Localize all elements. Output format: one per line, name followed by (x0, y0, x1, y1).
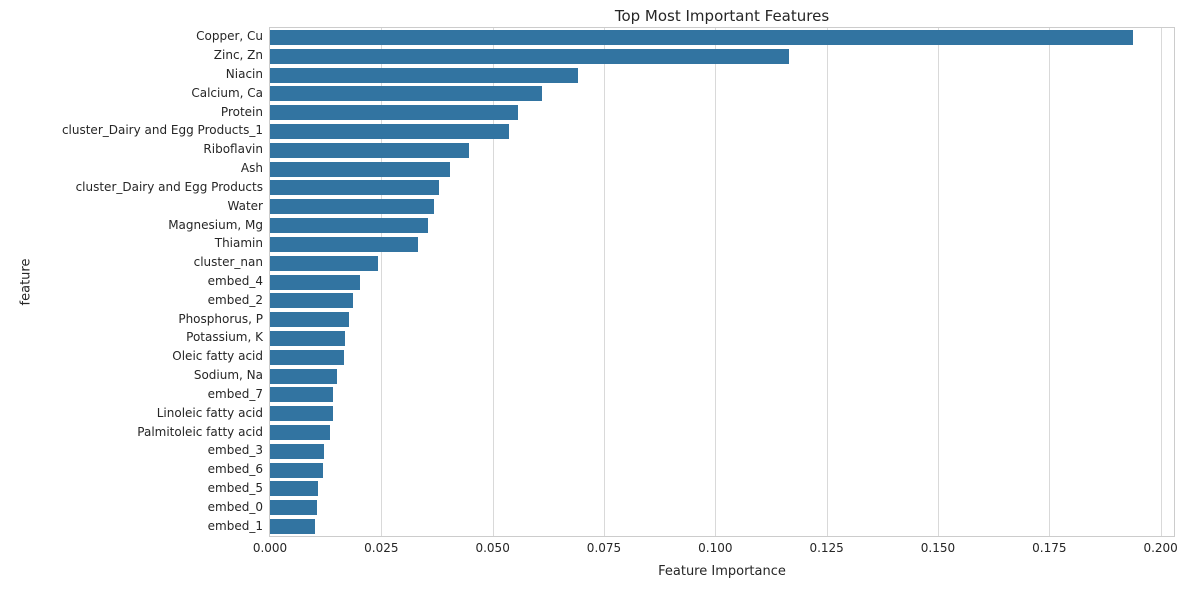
bar-sodium-na (270, 369, 337, 384)
bar-embed-6 (270, 463, 323, 478)
ytick-label: embed_1 (207, 518, 263, 533)
bar-embed-2 (270, 293, 353, 308)
ytick-label: Riboflavin (203, 142, 263, 157)
gridline-x-0.175 (1049, 28, 1051, 536)
gridline-x-0.125 (826, 28, 828, 536)
ytick-label: Potassium, K (186, 330, 263, 345)
gridline-x-0.100 (715, 28, 717, 536)
ytick-label: embed_7 (207, 386, 263, 401)
xtick-label: 0.125 (809, 541, 844, 555)
bar-cluster-dairy-and-egg-products-1 (270, 124, 509, 139)
chart-title: Top Most Important Features (614, 7, 830, 25)
gridline-x-0.200 (1160, 28, 1162, 536)
bar-embed-3 (270, 444, 324, 459)
ytick-label: Thiamin (214, 236, 263, 251)
ytick-label: embed_3 (207, 443, 263, 458)
bar-magnesium-mg (270, 218, 428, 233)
bar-calcium-ca (270, 86, 542, 101)
x-tick-labels: 0.000 0.025 0.050 0.075 0.100 0.125 0.150 0.175… (253, 541, 1178, 557)
y-tick-labels: Copper, Cu Zinc, Zn Niacin Calcium, Ca Prote… (0, 27, 263, 537)
bar-cluster-dairy-and-egg-products (270, 180, 439, 195)
ytick-label: Linoleic fatty acid (156, 405, 263, 420)
ytick-label: Copper, Cu (196, 29, 263, 44)
ytick-label: Niacin (225, 67, 263, 82)
bar-niacin (270, 68, 578, 83)
ytick-label: embed_6 (207, 462, 263, 477)
bar-cluster-nan (270, 256, 378, 271)
ytick-label: Palmitoleic fatty acid (137, 424, 263, 439)
x-axis-label: Feature Importance (658, 564, 786, 579)
ytick-label: Sodium, Na (193, 368, 263, 383)
ytick-label: Calcium, Ca (191, 85, 263, 100)
ytick-label: embed_4 (207, 274, 263, 288)
xtick-label: 0.025 (364, 541, 399, 555)
gridline-x-0.150 (937, 28, 939, 536)
gridline-x-0.025 (381, 28, 383, 536)
ytick-label: Ash (240, 161, 263, 176)
gridline-x-0.050 (492, 28, 494, 536)
xtick-label: 0.175 (1032, 541, 1067, 555)
bar-zinc-zn (270, 49, 789, 64)
ytick-label: embed_5 (207, 480, 263, 495)
bar-embed-7 (270, 387, 333, 402)
bar-riboflavin (270, 143, 469, 158)
xtick-label: 0.000 (252, 541, 288, 555)
bar-copper-cu (270, 30, 1133, 45)
gridline-x-0.075 (603, 28, 605, 536)
ytick-label: Zinc, Zn (213, 48, 263, 63)
ytick-label: Magnesium, Mg (168, 217, 263, 232)
ytick-label: embed_0 (207, 499, 263, 514)
bar-oleic-fatty-acid (270, 350, 344, 365)
ytick-label: Protein (220, 104, 263, 119)
ytick-label: cluster_Dairy and Egg Products_1 (61, 123, 263, 138)
bar-phosphorus-p (270, 312, 349, 327)
bar-ash (270, 162, 450, 177)
bar-embed-5 (270, 481, 318, 496)
ytick-label: cluster_nan (193, 255, 263, 270)
bar-protein (270, 105, 518, 120)
bar-embed-0 (270, 500, 317, 515)
xtick-label: 0.075 (586, 541, 622, 555)
bar-embed-1 (270, 519, 315, 534)
ytick-label: embed_2 (207, 292, 263, 307)
ytick-label: cluster_Dairy and Egg Products (75, 179, 263, 194)
ytick-label: Phosphorus, P (178, 311, 263, 326)
bar-thiamin (270, 237, 418, 252)
bar-embed-4 (270, 275, 360, 290)
bar-potassium-k (270, 331, 345, 346)
xtick-label: 0.050 (475, 541, 510, 555)
ytick-label: Oleic fatty acid (172, 349, 263, 364)
bar-linoleic-fatty-acid (270, 406, 333, 421)
xtick-label: 0.150 (920, 541, 956, 555)
xtick-label: 0.100 (698, 541, 733, 555)
bar-palmitoleic-fatty-acid (270, 425, 330, 440)
bar-water (270, 199, 434, 214)
xtick-label: 0.200 (1143, 541, 1178, 555)
plot-area (269, 27, 1175, 537)
ytick-label: Water (227, 198, 263, 213)
